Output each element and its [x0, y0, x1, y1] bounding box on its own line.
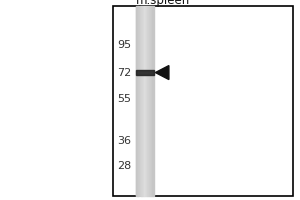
Bar: [146, 6, 147, 196]
Bar: [148, 6, 149, 196]
Bar: [151, 6, 152, 196]
Bar: [136, 6, 137, 196]
Bar: [147, 6, 148, 196]
Bar: [140, 6, 141, 196]
Polygon shape: [155, 66, 169, 80]
Bar: [137, 6, 138, 196]
Bar: [138, 6, 139, 196]
Bar: [139, 6, 140, 196]
Text: m.spleen: m.spleen: [136, 0, 190, 7]
Text: 72: 72: [117, 68, 131, 78]
Bar: [143, 6, 144, 196]
Text: 36: 36: [117, 136, 131, 146]
Bar: [112, 6, 292, 196]
Bar: [149, 6, 150, 196]
Bar: [152, 6, 153, 196]
Bar: [145, 6, 146, 196]
Text: 55: 55: [117, 94, 131, 104]
Bar: [150, 6, 151, 196]
Text: 28: 28: [117, 161, 131, 171]
Bar: [144, 6, 145, 196]
Bar: [136, 70, 154, 75]
Bar: [142, 6, 143, 196]
Text: 95: 95: [117, 40, 131, 50]
Bar: [141, 6, 142, 196]
Bar: [153, 6, 154, 196]
